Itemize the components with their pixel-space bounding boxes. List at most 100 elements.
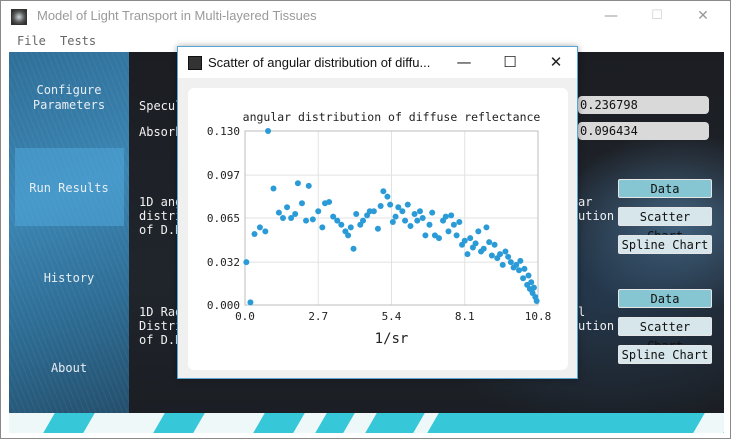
main-maximize-button[interactable]: ☐ <box>651 8 663 23</box>
angular-distribution-label: 1D ang distri of D.R <box>139 195 182 237</box>
data-point <box>456 219 463 226</box>
y-tick-label: 0.130 <box>207 125 240 138</box>
data-point <box>516 267 523 274</box>
sidebar-item-about[interactable]: About <box>15 361 123 376</box>
sidebar-item-label: Configure <box>36 83 102 97</box>
data-point <box>353 210 360 217</box>
data-point <box>395 204 402 211</box>
data-point <box>294 180 301 187</box>
plot-area-border <box>244 130 539 306</box>
data-point <box>251 231 258 238</box>
label-line: of D.R <box>139 223 183 237</box>
angular-data-button[interactable]: Data <box>618 179 712 198</box>
data-point <box>243 259 250 266</box>
data-point <box>389 219 396 226</box>
data-point <box>247 299 254 306</box>
data-point <box>416 208 423 215</box>
dialog-title-bar[interactable]: Scatter of angular distribution of diffu… <box>178 47 577 78</box>
radial-data-button[interactable]: Data <box>618 289 712 308</box>
absorbed-label: Absorb <box>139 125 183 139</box>
data-point <box>292 210 299 217</box>
sidebar-item-label: Run Results <box>29 181 109 195</box>
sidebar-item-configure-parameters[interactable]: Configure Parameters <box>15 83 123 113</box>
data-point <box>520 275 527 282</box>
data-point <box>491 241 498 248</box>
data-point <box>338 221 345 228</box>
data-point <box>448 212 455 219</box>
data-point <box>414 217 421 224</box>
radial-scatter-chart-button[interactable]: Scatter Chart <box>618 317 712 353</box>
data-point <box>380 188 387 195</box>
data-point <box>419 215 426 221</box>
sidebar-active-highlight <box>15 148 124 226</box>
data-point <box>374 225 381 232</box>
chart-title: angular distribution of diffuse reflecta… <box>243 110 541 124</box>
chart-panel: angular distribution of diffuse reflecta… <box>188 88 568 370</box>
data-point <box>392 213 399 220</box>
data-point <box>483 224 490 231</box>
data-point <box>442 213 449 220</box>
absorbed-value-field: 0.096434 <box>578 122 709 140</box>
app-icon <box>11 9 27 25</box>
data-point <box>450 221 457 228</box>
angular-spline-chart-button[interactable]: Spline Chart <box>618 235 712 254</box>
main-title-bar[interactable]: Model of Light Transport in Multi-layere… <box>1 1 730 31</box>
x-tick-label: 5.4 <box>382 310 402 323</box>
data-point <box>505 253 512 260</box>
data-point <box>525 272 532 279</box>
radial-distribution-label: 1D Rad Distri of D.R <box>139 305 182 347</box>
data-point <box>426 221 433 228</box>
data-point <box>270 185 277 192</box>
data-point <box>402 217 409 224</box>
sidebar-item-label: About <box>50 361 88 375</box>
data-point <box>528 279 535 286</box>
scatter-chart: angular distribution of diffuse reflecta… <box>207 110 552 347</box>
sidebar-item-history[interactable]: History <box>15 271 123 286</box>
data-point <box>384 193 391 200</box>
data-point <box>305 182 312 189</box>
sidebar-item-label: History <box>43 271 95 285</box>
data-point <box>435 235 442 242</box>
x-tick-label: 0.0 <box>235 310 255 323</box>
dialog-minimize-button[interactable]: — <box>456 53 472 71</box>
data-point <box>517 257 524 264</box>
x-tick-label: 10.8 <box>525 310 552 323</box>
data-point <box>256 224 263 231</box>
main-close-button[interactable]: ✕ <box>697 8 709 24</box>
data-point <box>472 240 479 247</box>
data-point <box>497 251 504 258</box>
data-point <box>265 128 272 134</box>
dialog-close-button[interactable]: ✕ <box>549 53 563 71</box>
data-point <box>429 209 436 216</box>
main-window-title: Model of Light Transport in Multi-layere… <box>37 8 317 23</box>
label-line: l <box>578 305 586 319</box>
decorative-stripe <box>9 413 724 433</box>
main-minimize-button[interactable]: — <box>604 8 618 24</box>
sidebar-item-run-results[interactable]: Run Results <box>15 181 123 196</box>
data-point <box>319 224 326 231</box>
data-point <box>499 261 506 268</box>
radial-distribution-label-right: l ution <box>578 305 614 333</box>
data-point <box>288 215 295 221</box>
data-point <box>326 198 333 205</box>
data-point <box>521 265 528 272</box>
dialog-title: Scatter of angular distribution of diffu… <box>208 55 431 70</box>
x-tick-label: 8.1 <box>455 310 475 323</box>
sidebar-item-label: Parameters <box>32 98 106 112</box>
data-point <box>445 228 452 235</box>
label-line: of D.R <box>139 333 183 347</box>
data-point <box>486 239 493 246</box>
angular-scatter-chart-button[interactable]: Scatter Chart <box>618 207 712 243</box>
specular-value-field: 0.236798 <box>578 96 709 114</box>
menu-tests[interactable]: Tests <box>60 34 97 48</box>
dialog-maximize-button[interactable]: ☐ <box>503 53 517 71</box>
radial-spline-chart-button[interactable]: Spline Chart <box>618 345 712 364</box>
data-point <box>399 208 406 215</box>
menu-bar: File Tests <box>1 31 730 51</box>
data-point <box>350 245 357 252</box>
label-line: ution <box>578 319 615 333</box>
menu-file[interactable]: File <box>17 34 46 48</box>
data-point <box>334 217 341 224</box>
data-point <box>303 217 310 224</box>
data-point <box>315 208 322 215</box>
